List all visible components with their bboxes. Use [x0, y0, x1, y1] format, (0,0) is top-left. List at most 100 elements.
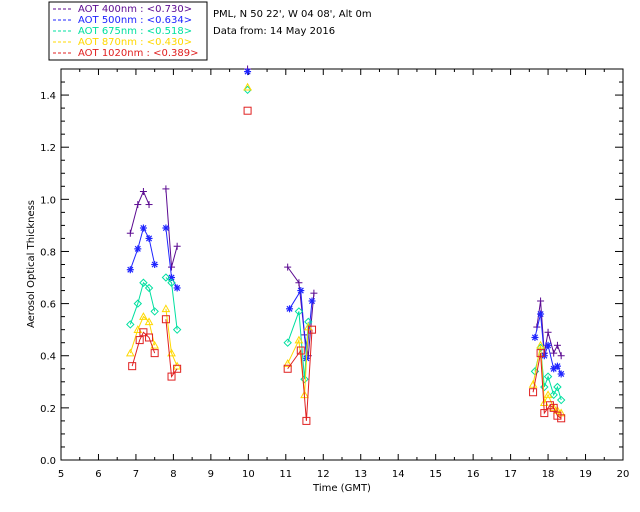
y-tick-label: 1.2: [40, 143, 56, 154]
y-tick-label: 0.0: [40, 456, 56, 467]
data-point: [531, 333, 539, 341]
data-point: [537, 310, 545, 318]
x-tick-label: 7: [133, 469, 139, 480]
y-tick-label: 0.6: [40, 300, 56, 311]
legend-label: AOT 675nm : <0.518>: [78, 26, 192, 37]
series-line: [287, 311, 309, 380]
x-tick-label: 16: [467, 469, 480, 480]
data-point: [540, 409, 549, 418]
series-line: [129, 281, 156, 325]
x-tick-label: 20: [617, 469, 630, 480]
x-tick-label: 17: [504, 469, 517, 480]
data-point: [145, 234, 153, 242]
legend-label: AOT 400nm : <0.730>: [78, 4, 192, 15]
legend-label: AOT 1020nm : <0.389>: [78, 48, 198, 59]
data-point: [543, 372, 553, 381]
data-point: [308, 297, 316, 305]
data-point: [244, 68, 252, 76]
data-point: [134, 201, 142, 209]
data-point: [297, 287, 305, 295]
data-point: [537, 297, 545, 305]
data-point: [553, 341, 561, 349]
data-point: [529, 388, 538, 397]
data-point: [557, 352, 565, 360]
x-tick-label: 12: [317, 469, 330, 480]
data-point: [162, 185, 170, 193]
x-tick-label: 5: [58, 469, 64, 480]
x-tick-label: 19: [579, 469, 592, 480]
y-tick-label: 1.4: [40, 91, 56, 102]
data-point: [553, 382, 562, 392]
x-tick-label: 6: [95, 469, 101, 480]
data-point: [139, 224, 147, 232]
data-point: [544, 341, 552, 349]
legend: AOT 400nm : <0.730>AOT 500nm : <0.634>AO…: [48, 1, 208, 61]
data-point: [134, 245, 142, 253]
legend-frame: [48, 1, 208, 61]
data-point: [150, 349, 159, 358]
data-point: [300, 374, 309, 384]
data-point: [162, 224, 170, 232]
x-tick-label: 9: [208, 469, 214, 480]
data-point: [150, 340, 160, 349]
data-point: [161, 304, 171, 313]
series-line: [287, 329, 313, 421]
data-point: [308, 325, 317, 334]
data-point: [139, 328, 148, 337]
data-point: [553, 405, 562, 414]
data-point: [549, 403, 559, 412]
y-axis-title: Aerosol Optical Thickness: [26, 200, 37, 328]
data-point: [549, 390, 558, 400]
legend-entry: AOT 675nm : <0.518>: [53, 26, 192, 37]
data-point: [283, 359, 293, 367]
site-info: PML, N 50 22', W 04 08', Alt 0m: [213, 9, 372, 20]
data-point: [145, 201, 153, 209]
data-point: [125, 348, 135, 357]
series-4: [128, 106, 566, 425]
data-point: [139, 312, 148, 320]
data-point: [126, 229, 134, 237]
data-point: [167, 372, 176, 381]
data-point: [286, 305, 294, 313]
series-line: [165, 308, 178, 367]
data-point: [173, 284, 181, 292]
series-line: [129, 315, 156, 354]
data-point: [283, 364, 292, 373]
data-point: [167, 278, 176, 287]
data-point: [295, 279, 303, 287]
data-point: [553, 362, 561, 370]
data-point: [543, 390, 553, 399]
legend-entry: AOT 870nm : <0.430>: [53, 37, 192, 48]
data-point: [161, 273, 171, 282]
data-point: [144, 317, 154, 326]
y-tick-label: 0.4: [40, 352, 56, 363]
data-point: [135, 336, 144, 345]
data-point: [168, 263, 176, 271]
data-point: [128, 362, 137, 371]
legend-label: AOT 870nm : <0.430>: [78, 37, 192, 48]
data-point: [161, 315, 170, 324]
axes: 5 6 7 8 9 10 11 12 13 14 15 16 17 18 19 20 0.0 0.2 0.4 0.6 0…: [40, 69, 629, 480]
data-point: [536, 349, 545, 358]
data-point: [549, 403, 558, 412]
data-point: [167, 348, 176, 357]
data-point: [283, 338, 292, 347]
data-point: [139, 278, 148, 287]
data-point: [145, 333, 154, 342]
data-point: [126, 266, 134, 274]
y-tick-label: 1.0: [40, 195, 56, 206]
data-point: [310, 289, 318, 297]
series-line: [131, 331, 156, 367]
data-point: [173, 242, 181, 250]
y-tick-label: 0.8: [40, 247, 56, 258]
legend-entry: AOT 500nm : <0.634>: [53, 15, 192, 26]
data-point: [544, 328, 552, 336]
data-point: [150, 307, 159, 316]
data-point: [294, 335, 304, 344]
x-tick-label: 14: [392, 469, 405, 480]
x-tick-label: 13: [354, 469, 367, 480]
data-point: [139, 188, 147, 196]
data-point: [540, 382, 549, 392]
data-point: [284, 263, 292, 271]
